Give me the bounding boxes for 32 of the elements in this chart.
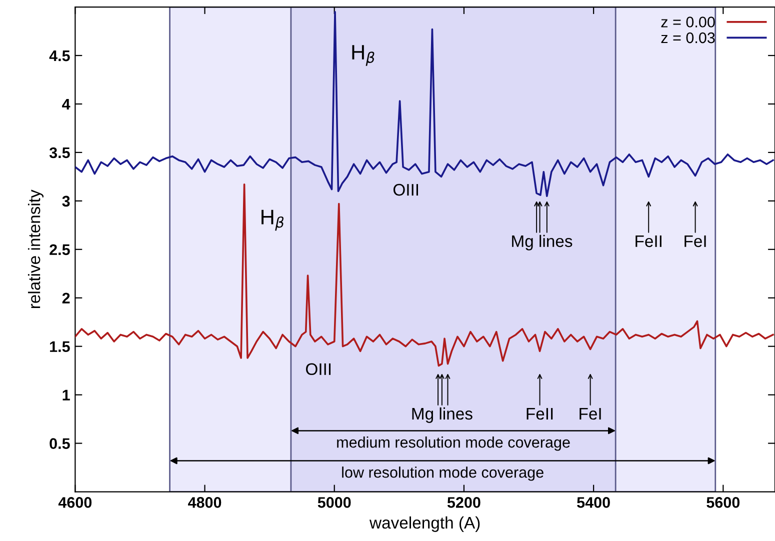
band-label: low resolution mode coverage <box>342 466 544 481</box>
annotation: Mg lines <box>412 407 472 423</box>
annotation: H$_{β}$ <box>352 45 374 66</box>
y-tick-label: 4 <box>62 99 70 110</box>
legend-label: z = 0.00 <box>661 16 715 28</box>
x-tick-label: 5400 <box>577 497 610 508</box>
y-tick-label: 2.5 <box>50 244 70 256</box>
annotation: OIII <box>306 363 331 376</box>
annotation: FeII <box>526 408 553 420</box>
annotation: FeI <box>684 235 706 248</box>
annotation: FeI <box>580 408 601 420</box>
y-tick-label: 1.5 <box>50 341 70 352</box>
annotation: H$_{β}$ <box>262 210 284 231</box>
y-axis-title: relative intensity <box>28 190 44 308</box>
x-tick-label: 5000 <box>318 497 351 508</box>
x-axis-title: wavelength (A) <box>369 516 480 532</box>
annotation: FeII <box>636 235 662 248</box>
y-tick-label: 4.5 <box>49 50 70 62</box>
x-tick-label: 5200 <box>447 497 480 508</box>
y-tick-label: 3 <box>62 196 70 207</box>
y-tick-label: 3.5 <box>49 147 70 158</box>
legend-label: z = 0.03 <box>661 32 715 44</box>
y-tick-label: 0.5 <box>50 438 70 449</box>
x-tick-label: 5600 <box>706 497 740 508</box>
x-tick-label: 4800 <box>188 497 222 508</box>
x-tick-label: 4600 <box>58 497 92 508</box>
line-series <box>75 10 774 197</box>
band-label: medium resolution mode coverage <box>337 436 570 451</box>
y-tick-label: 2 <box>62 292 70 304</box>
annotation: Mg lines <box>512 234 572 250</box>
y-tick-label: 1 <box>62 390 70 400</box>
annotation: OIII <box>393 184 418 196</box>
